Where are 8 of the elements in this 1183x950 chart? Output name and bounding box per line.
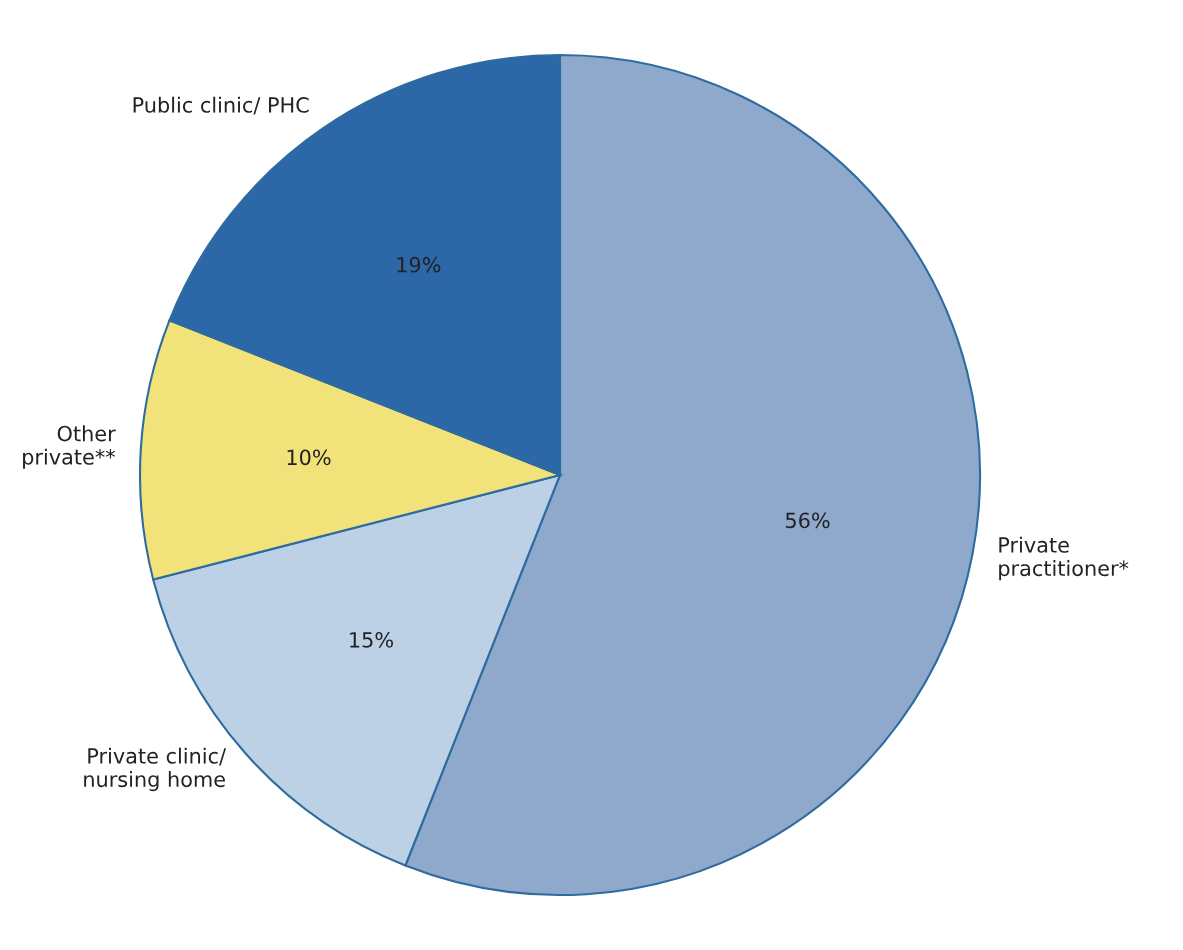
slice-label: Private practitioner* [999,536,1129,581]
data-label: 19% [397,256,441,273]
data-label: 10% [287,449,331,466]
slice-label: Other private** [23,425,116,469]
slice-label: Private clinic/ nursing home [84,747,227,792]
slice-label: Public clinic/ PHC [133,96,309,115]
data-label: 15% [350,631,393,648]
data-label: 56% [785,512,830,529]
